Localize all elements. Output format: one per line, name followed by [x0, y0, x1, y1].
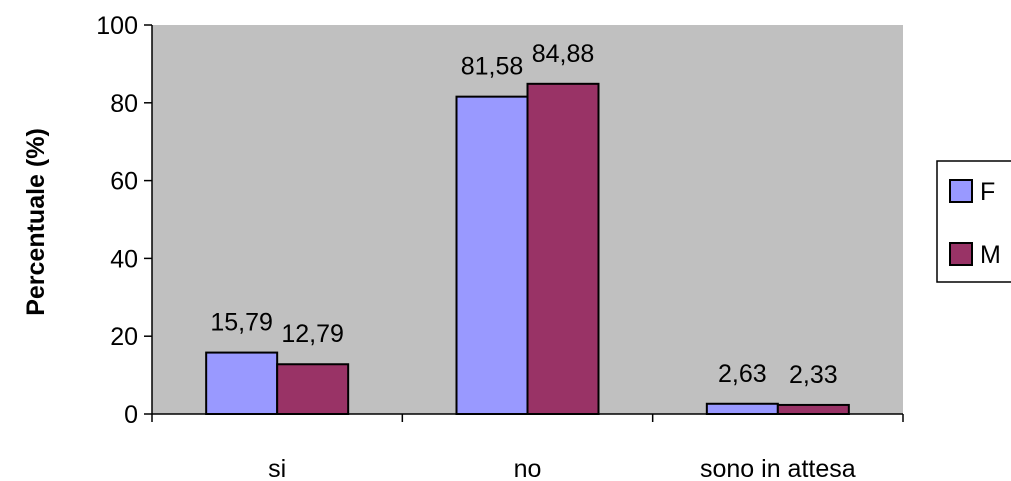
legend: FM: [936, 160, 1011, 283]
data-label-f-3: 2,63: [718, 360, 767, 388]
axes: [151, 25, 904, 422]
y-tick-label: 40: [110, 245, 138, 273]
data-label-m-3: 2,33: [789, 361, 838, 389]
legend-swatch-m: [949, 242, 973, 266]
bars: [205, 82, 850, 416]
bar-m-2: [526, 82, 600, 415]
category-label: sono in attesa: [700, 455, 856, 481]
category-label: si: [268, 455, 286, 481]
y-tick-label: 100: [96, 12, 138, 40]
y-axis-title: Percentuale (%): [22, 128, 50, 316]
legend-label-m: M: [980, 241, 1001, 269]
data-label-m-2: 84,88: [532, 40, 595, 68]
y-tick-label: 20: [110, 323, 138, 351]
data-label-m-1: 12,79: [281, 320, 344, 348]
data-label-f-2: 81,58: [461, 53, 524, 81]
y-tick-label: 80: [110, 90, 138, 118]
bar-f-2: [455, 95, 529, 415]
bar-m-1: [276, 363, 350, 415]
bar-m-3: [776, 403, 850, 416]
data-label-f-1: 15,79: [210, 309, 273, 337]
bar-f-3: [705, 402, 779, 415]
category-labels: si no sono in attesa: [268, 455, 856, 481]
legend-swatch-f: [949, 179, 973, 203]
data-labels: 15,79 12,79 81,58 84,88 2,63 2,33: [210, 40, 837, 389]
y-tick-label: 0: [124, 401, 138, 429]
category-label: no: [514, 455, 542, 481]
y-axis-ticks: 0 20 40 60 80 100: [96, 12, 152, 429]
bar-f-1: [205, 351, 279, 416]
y-tick-label: 60: [110, 168, 138, 196]
legend-label-f: F: [980, 178, 995, 206]
